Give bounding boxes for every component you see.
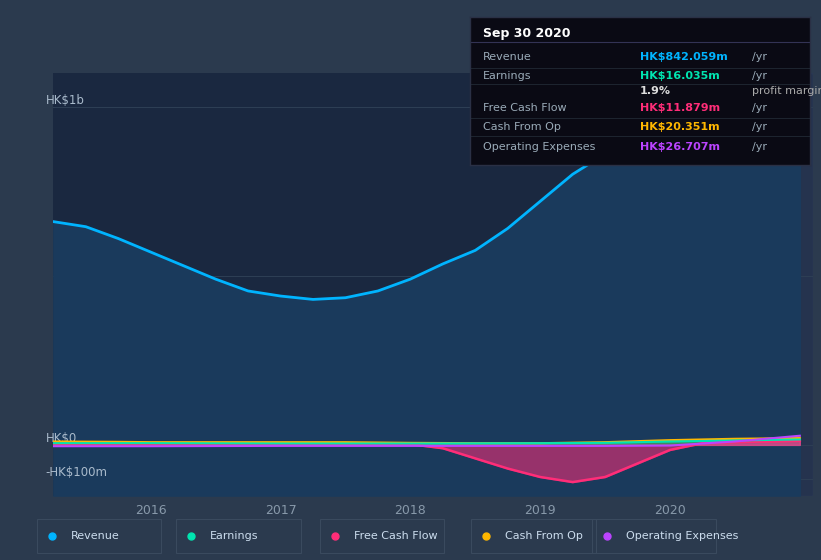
Text: HK$16.035m: HK$16.035m [640, 71, 720, 81]
Text: Earnings: Earnings [210, 531, 259, 541]
Text: Cash From Op: Cash From Op [505, 531, 583, 541]
Text: HK$842.059m: HK$842.059m [640, 52, 727, 62]
Text: -HK$100m: -HK$100m [46, 466, 108, 479]
Text: Sep 30 2020: Sep 30 2020 [484, 27, 571, 40]
Text: /yr: /yr [752, 142, 768, 152]
Text: Revenue: Revenue [484, 52, 532, 62]
Text: 1.9%: 1.9% [640, 86, 671, 96]
Text: Revenue: Revenue [71, 531, 119, 541]
Text: Cash From Op: Cash From Op [484, 122, 561, 132]
Text: Earnings: Earnings [484, 71, 532, 81]
Text: HK$20.351m: HK$20.351m [640, 122, 719, 132]
Text: /yr: /yr [752, 52, 768, 62]
Text: HK$1b: HK$1b [46, 94, 85, 106]
Text: HK$0: HK$0 [46, 432, 77, 445]
Text: Free Cash Flow: Free Cash Flow [354, 531, 438, 541]
Text: Operating Expenses: Operating Expenses [626, 531, 738, 541]
Text: HK$26.707m: HK$26.707m [640, 142, 720, 152]
Text: profit margin: profit margin [752, 86, 821, 96]
Text: /yr: /yr [752, 103, 768, 113]
Text: Free Cash Flow: Free Cash Flow [484, 103, 566, 113]
Text: Operating Expenses: Operating Expenses [484, 142, 595, 152]
Text: /yr: /yr [752, 71, 768, 81]
Bar [647, 73, 813, 496]
Text: /yr: /yr [752, 122, 768, 132]
Text: HK$11.879m: HK$11.879m [640, 103, 720, 113]
